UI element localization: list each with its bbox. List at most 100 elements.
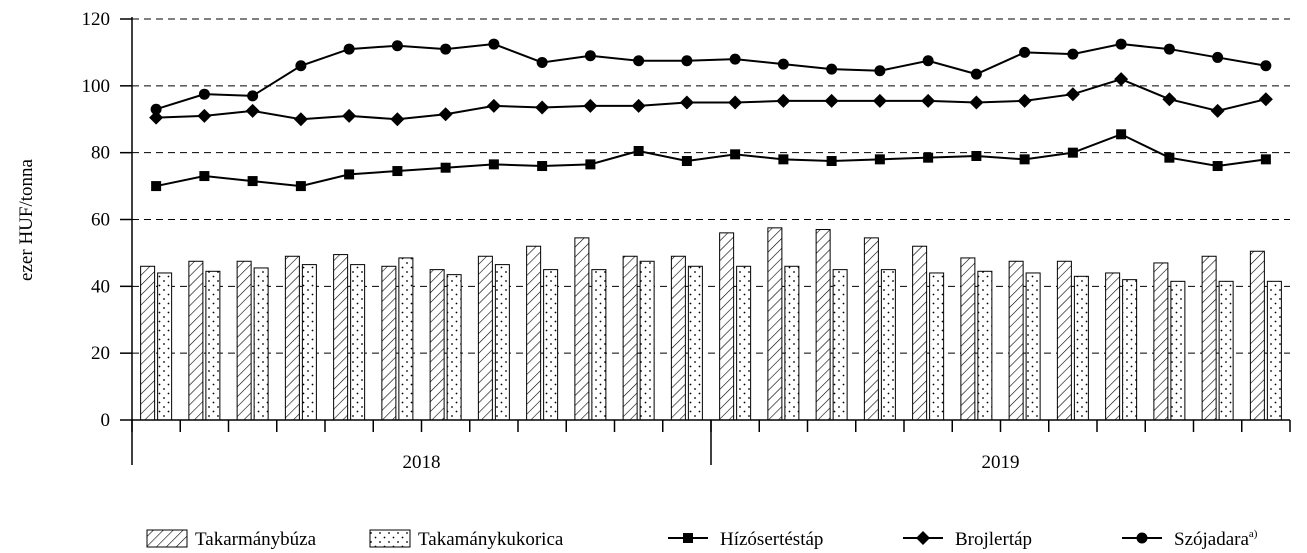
line-szojadara-point: [295, 60, 307, 72]
bar-takamanykukorica: [687, 265, 703, 421]
line-brojlertap-point: [486, 98, 501, 113]
line-hizosertestap-point: [1260, 154, 1271, 165]
bar-takamanykukorica: [543, 269, 559, 421]
line-szojadara-point: [826, 63, 838, 75]
y-tick-label: 120: [82, 9, 111, 30]
line-szojadara-point: [440, 43, 452, 55]
line-brojlertap-point: [1258, 92, 1273, 107]
line-hizosertestap-point: [392, 166, 403, 177]
legend-marker-line-brojlertap: [916, 531, 930, 545]
line-brojlertap-point: [197, 108, 212, 123]
line-szojadara: [155, 43, 1267, 111]
bar-marks: [140, 227, 1282, 421]
line-brojlertap: [156, 78, 1267, 121]
bar-takarmanybuza: [1008, 260, 1024, 421]
line-brojlertap-point: [293, 112, 308, 127]
line-brojlertap-point: [969, 95, 984, 110]
line-szojadara-point: [1067, 48, 1079, 60]
line-hizosertestap-point: [1019, 154, 1030, 165]
line-szojadara-point: [1019, 46, 1031, 58]
line-brojlertap-point: [679, 95, 694, 110]
bar-takamanykukorica: [832, 269, 848, 421]
bar-takamanykukorica: [494, 264, 510, 421]
bar-takarmanybuza: [1105, 272, 1121, 421]
bar-takarmanybuza: [960, 257, 976, 421]
bar-takamanykukorica: [591, 269, 607, 421]
line-szojadara-point: [198, 88, 210, 100]
line-szojadara-point: [729, 53, 741, 65]
bar-takarmanybuza: [236, 260, 252, 421]
axes: [131, 17, 1291, 465]
line-szojadara-point: [536, 56, 548, 68]
bar-takarmanybuza: [719, 232, 735, 421]
line-szojadara-point: [247, 90, 259, 102]
bar-takarmanybuza: [1249, 250, 1265, 421]
bar-takamanykukorica: [1218, 280, 1234, 421]
line-hizosertestap-point: [585, 159, 596, 170]
bar-takarmanybuza: [1201, 255, 1217, 421]
bar-takarmanybuza: [1153, 262, 1169, 421]
line-szojadara-point: [584, 50, 596, 62]
line-hizosertestap-point: [971, 151, 982, 162]
line-hizosertestap-point: [923, 152, 934, 163]
bar-takamanykukorica: [157, 272, 173, 421]
bar-takarmanybuza: [767, 227, 783, 421]
bar-takamanykukorica: [1025, 272, 1041, 421]
legend-label-line-hizosertestap: Hízósertéstáp: [720, 529, 823, 550]
legend-label-takarmanybuza: Takarmánybúza: [195, 529, 317, 550]
line-szojadara-point: [1163, 43, 1175, 55]
line-hizosertestap-point: [633, 145, 644, 156]
legend-label-line-szojadara: Szójadaraa): [1174, 528, 1258, 550]
line-brojlertap-point: [1114, 72, 1129, 87]
bar-takarmanybuza: [1056, 260, 1072, 421]
bar-takamanykukorica: [350, 264, 366, 421]
line-szojadara-point: [1260, 60, 1272, 72]
legend-label-superscript: a): [1249, 528, 1258, 540]
line-szojadara-point: [922, 55, 934, 67]
bar-takarmanybuza: [670, 255, 686, 421]
line-brojlertap-point: [1210, 103, 1225, 118]
y-tick-label: 80: [91, 143, 110, 164]
y-tick-label: 20: [91, 343, 110, 364]
line-series: [149, 38, 1273, 192]
line-brojlertap-point: [631, 98, 646, 113]
line-brojlertap-point: [535, 100, 550, 115]
line-brojlertap-point: [342, 108, 357, 123]
bar-takarmanybuza: [429, 269, 445, 421]
legend-label-text: Brojlertáp: [955, 529, 1032, 550]
bar-takamanykukorica: [446, 274, 462, 421]
line-brojlertap-point: [390, 112, 405, 127]
bar-takarmanybuza: [381, 265, 397, 421]
line-hizosertestap-point: [1116, 129, 1127, 140]
line-szojadara-point: [777, 58, 789, 70]
line-brojlertap-point: [1017, 93, 1032, 108]
line-hizosertestap-point: [778, 154, 789, 165]
line-hizosertestap-point: [537, 161, 548, 172]
bar-takamanykukorica: [736, 265, 752, 421]
line-hizosertestap: [155, 133, 1267, 188]
bar-takarmanybuza: [815, 229, 831, 421]
legend-marker-line-hizosertestap: [683, 533, 693, 543]
legend-label-line-brojlertap: Brojlertáp: [955, 529, 1032, 550]
line-brojlertap-point: [438, 107, 453, 122]
x-year-label: 2018: [403, 452, 441, 473]
legend-swatch-takamanykukorica: [369, 529, 411, 548]
y-axis-ticks: 0 20 40 60 80 100 120: [82, 9, 132, 431]
legend-marker-line-szojadara: [1136, 532, 1148, 544]
line-szojadara-point: [633, 55, 645, 67]
line-brojlertap-point: [583, 98, 598, 113]
line-hizosertestap-point: [1164, 152, 1175, 163]
line-hizosertestap-point: [681, 156, 692, 167]
line-szojadara-point: [1212, 51, 1224, 63]
line-brojlertap-point: [921, 93, 936, 108]
bar-takamanykukorica: [929, 272, 945, 421]
line-szojadara-point: [970, 68, 982, 80]
line-brojlertap-point: [1065, 87, 1080, 102]
y-tick-label: 0: [101, 410, 111, 431]
bar-takamanykukorica: [1170, 280, 1186, 421]
bar-takarmanybuza: [622, 255, 638, 421]
line-hizosertestap-point: [1067, 147, 1078, 158]
bar-takamanykukorica: [639, 260, 655, 421]
line-hizosertestap-point: [440, 162, 451, 173]
